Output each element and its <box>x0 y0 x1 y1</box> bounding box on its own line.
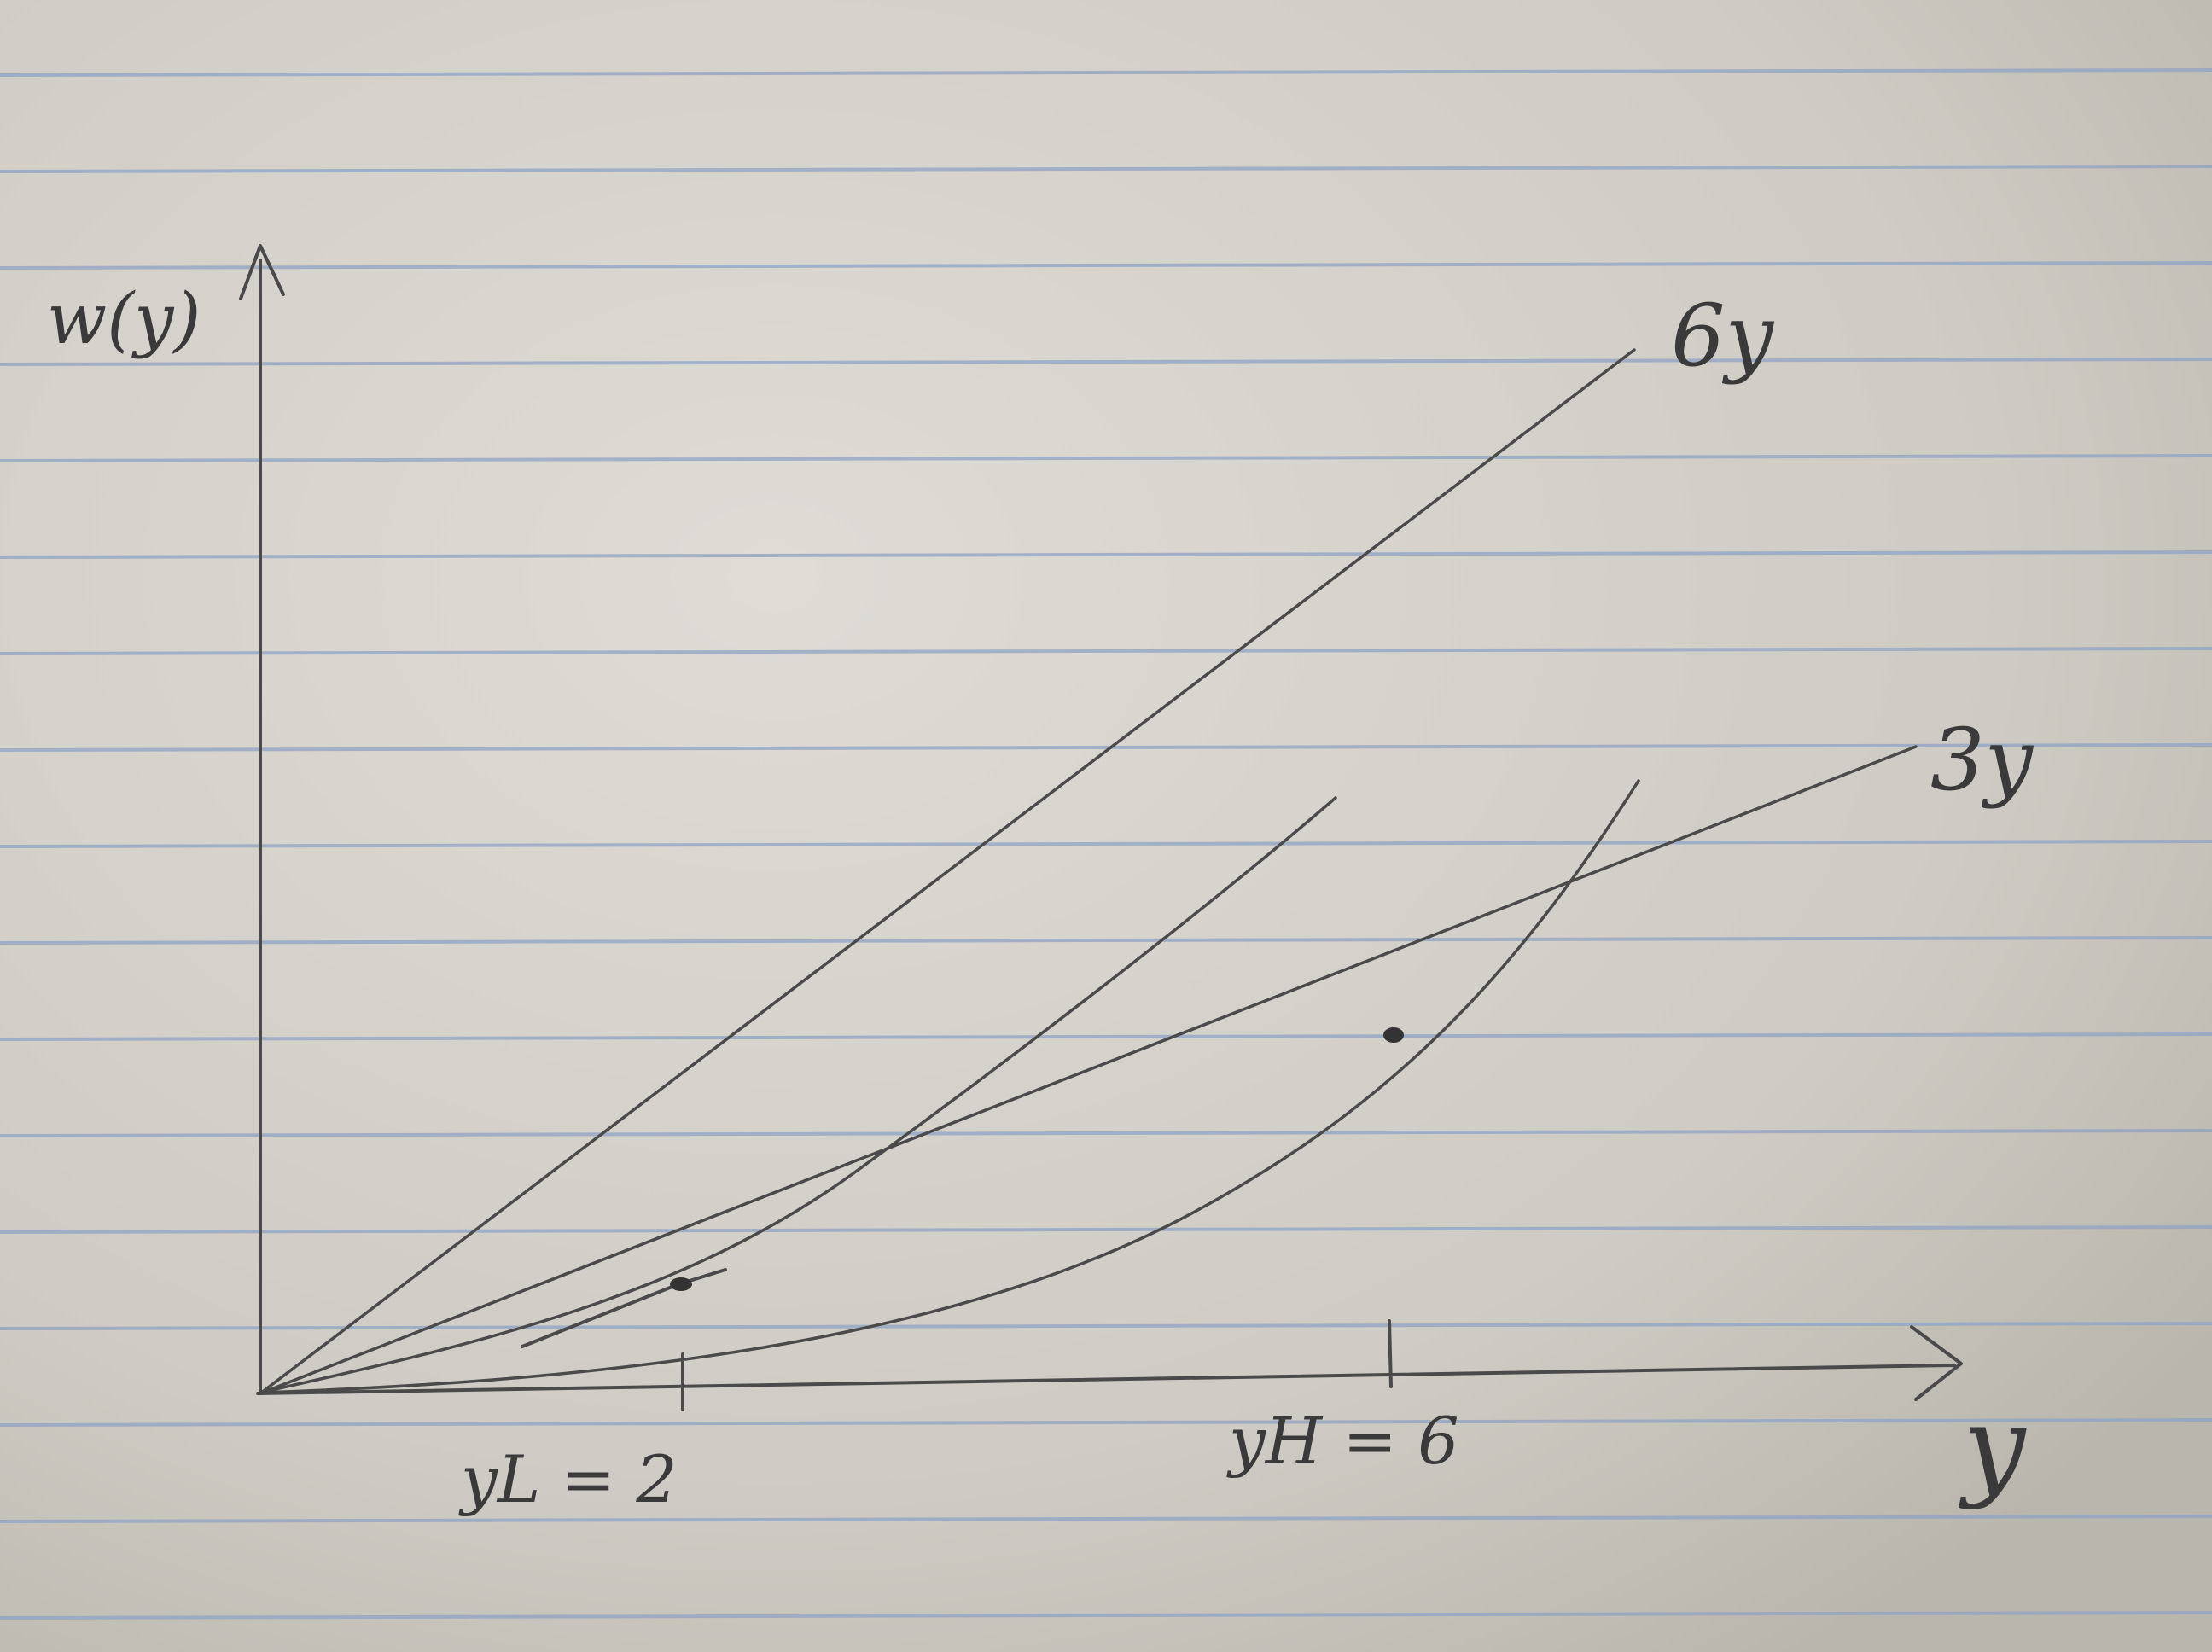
rule-line <box>0 1515 2212 1523</box>
tangency-point-low <box>670 1277 692 1291</box>
line-6y-label: 6y <box>1671 286 1775 386</box>
curve-low <box>259 796 1337 1394</box>
rule-line <box>0 68 2212 77</box>
rule-line <box>0 1322 2212 1330</box>
axes <box>239 244 1963 1401</box>
rule-line <box>0 743 2212 752</box>
rule-line <box>0 550 2212 559</box>
x-axis-arrowhead <box>1910 1325 1963 1401</box>
rule-line <box>0 454 2212 462</box>
rule-line <box>0 1032 2212 1041</box>
rule-line <box>0 1418 2212 1427</box>
line-6y <box>259 348 1636 1395</box>
tick-mark-yH <box>1388 1319 1393 1388</box>
line-3y <box>259 745 1918 1395</box>
tick-yL-label: yL = 2 <box>458 1441 678 1517</box>
rule-line <box>0 936 2212 945</box>
rule-line <box>0 358 2212 366</box>
line-3y-label: 3y <box>1930 710 2034 810</box>
tangency-point-high <box>1383 1027 1404 1043</box>
rule-line <box>0 840 2212 848</box>
rule-line <box>0 261 2212 270</box>
rule-line <box>0 1225 2212 1234</box>
x-axis-label: y <box>1959 1382 2027 1511</box>
ruled-lines <box>0 68 2212 1620</box>
rule-line <box>0 165 2212 173</box>
rule-line <box>0 1611 2212 1620</box>
rule-line <box>0 647 2212 655</box>
tick-yH-label: yH = 6 <box>1226 1403 1459 1479</box>
y-axis-arrowhead <box>239 244 285 300</box>
x-axis <box>256 1364 1956 1395</box>
y-axis-label: w(y) <box>47 279 201 360</box>
rule-line <box>0 1129 2212 1137</box>
curve-high <box>259 779 1640 1394</box>
